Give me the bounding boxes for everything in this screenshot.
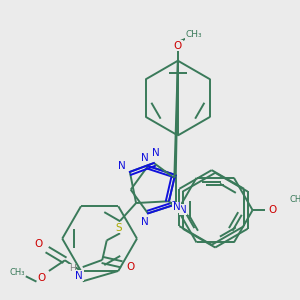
Text: CH₃: CH₃ [9, 268, 25, 277]
Text: N: N [179, 205, 187, 214]
Text: O: O [38, 273, 46, 283]
Text: O: O [174, 40, 182, 51]
Text: O: O [127, 262, 135, 272]
Text: N: N [141, 217, 149, 227]
Text: N: N [118, 161, 126, 171]
Text: O: O [34, 239, 42, 249]
Text: N: N [152, 148, 160, 158]
Text: CH₃: CH₃ [289, 195, 300, 204]
Text: N: N [141, 152, 149, 163]
Text: N: N [75, 271, 83, 281]
Text: CH₃: CH₃ [186, 30, 202, 39]
Text: H: H [69, 264, 75, 273]
Text: N: N [173, 202, 180, 212]
Text: O: O [268, 205, 276, 215]
Text: S: S [115, 223, 122, 233]
